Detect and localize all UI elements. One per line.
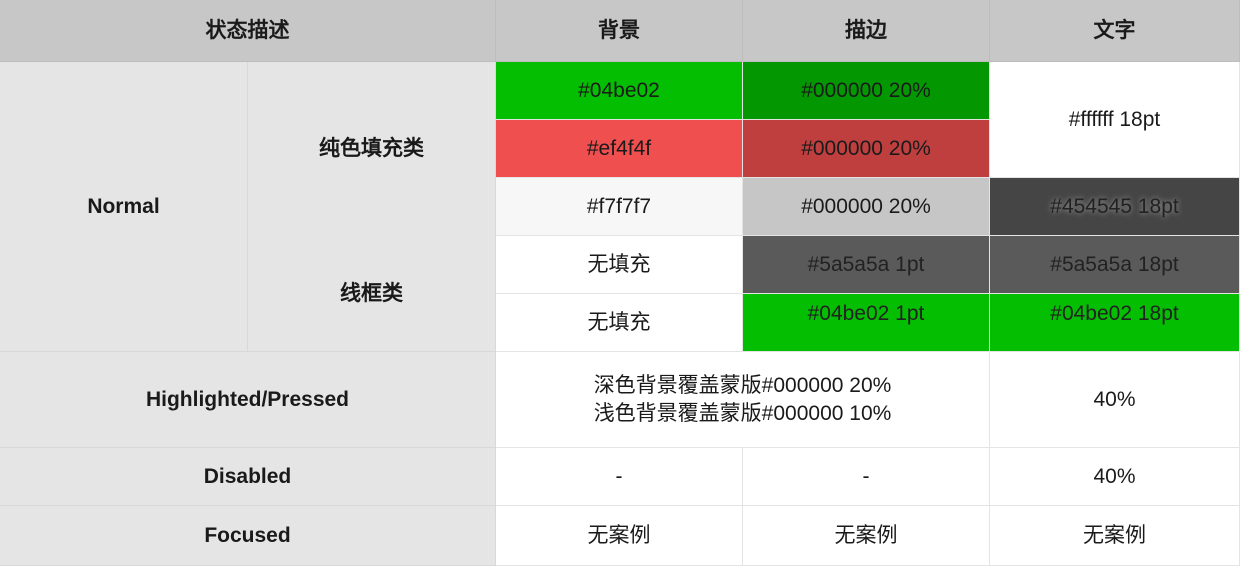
state-normal: Normal <box>0 62 248 352</box>
highlight-dark-mask: 深色背景覆盖蒙版#000000 20% <box>593 374 892 398</box>
cell-stroke-green-outline: #04be02 1pt <box>743 294 990 352</box>
cell-focused-bg: 无案例 <box>496 506 743 566</box>
cell-stroke-red: #000000 20% <box>743 120 990 178</box>
cell-stroke-light: #000000 20% <box>743 178 990 236</box>
cell-disabled-stroke: - <box>743 448 990 506</box>
cell-highlighted-bg: 深色背景覆盖蒙版#000000 20% 浅色背景覆盖蒙版#000000 10% <box>496 352 990 448</box>
cell-focused-stroke: 无案例 <box>743 506 990 566</box>
category-outline: 线框类 <box>248 236 496 352</box>
cell-text-gray: #5a5a5a 18pt <box>990 236 1240 294</box>
cell-text-white: #ffffff 18pt <box>990 62 1240 178</box>
header-background: 背景 <box>496 0 743 62</box>
cell-bg-light: #f7f7f7 <box>496 178 743 236</box>
header-text: 文字 <box>990 0 1240 62</box>
cell-stroke-gray: #5a5a5a 1pt <box>743 236 990 294</box>
state-disabled: Disabled <box>0 448 496 506</box>
header-stroke: 描边 <box>743 0 990 62</box>
category-solid: 纯色填充类 <box>248 62 496 236</box>
header-state: 状态描述 <box>0 0 496 62</box>
cell-focused-text: 无案例 <box>990 506 1240 566</box>
cell-text-green: #04be02 18pt <box>990 294 1240 352</box>
cell-bg-none-2: 无填充 <box>496 294 743 352</box>
cell-bg-red: #ef4f4f <box>496 120 743 178</box>
state-highlighted: Highlighted/Pressed <box>0 352 496 448</box>
cell-bg-none-1: 无填充 <box>496 236 743 294</box>
cell-bg-green: #04be02 <box>496 62 743 120</box>
cell-text-dark: #454545 18pt <box>990 178 1240 236</box>
cell-disabled-text: 40% <box>990 448 1240 506</box>
cell-disabled-bg: - <box>496 448 743 506</box>
highlight-light-mask: 浅色背景覆盖蒙版#000000 10% <box>593 401 892 425</box>
state-focused: Focused <box>0 506 496 566</box>
cell-stroke-green: #000000 20% <box>743 62 990 120</box>
cell-highlighted-text: 40% <box>990 352 1240 448</box>
